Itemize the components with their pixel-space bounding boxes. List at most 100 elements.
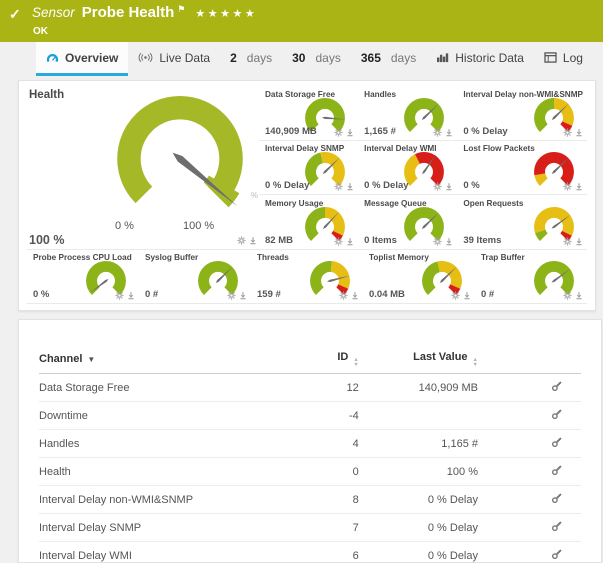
- channel-name-cell[interactable]: Data Storage Free: [39, 374, 288, 402]
- gauge-tile[interactable]: Interval Delay WMI 0 % Delay: [358, 141, 457, 195]
- sort-icons: ▲▼: [473, 358, 478, 367]
- gauge-value: 0 % Delay: [265, 180, 309, 191]
- gear-icon[interactable]: [339, 291, 348, 300]
- pin-icon[interactable]: [346, 182, 354, 191]
- pin-icon[interactable]: [445, 128, 453, 137]
- channel-id-cell: -4: [288, 402, 358, 430]
- pin-icon[interactable]: [351, 291, 359, 300]
- pin-icon[interactable]: [445, 182, 453, 191]
- gauge-tile[interactable]: Syslog Buffer 0 #: [139, 250, 251, 304]
- pin-icon[interactable]: [463, 291, 471, 300]
- pin-icon[interactable]: [346, 128, 354, 137]
- gauge-value: 0.04 MB: [369, 289, 405, 300]
- channel-name-cell[interactable]: Interval Delay SNMP: [39, 514, 288, 542]
- gear-icon[interactable]: [563, 128, 572, 137]
- channel-settings-icon[interactable]: [551, 383, 563, 395]
- column-header-channel[interactable]: Channel▼: [39, 346, 288, 374]
- gauge-value: 0 % Delay: [463, 126, 507, 137]
- gauges-panel: Health % 0 % 100 % 100 % Data Storage Fr…: [18, 80, 596, 311]
- pin-icon[interactable]: [575, 128, 583, 137]
- gear-icon[interactable]: [563, 237, 572, 246]
- channel-settings-icon[interactable]: [551, 551, 563, 563]
- channel-last-value-cell: 100 %: [359, 458, 478, 486]
- channel-id-cell: 12: [288, 374, 358, 402]
- gauge-tile[interactable]: Open Requests 39 Items: [457, 196, 587, 250]
- gauge-tile[interactable]: Handles 1,165 #: [358, 87, 457, 141]
- table-row: Interval Delay non-WMI&SNMP 8 0 % Delay: [39, 486, 581, 514]
- channel-settings-icon[interactable]: [551, 411, 563, 423]
- pin-icon[interactable]: [127, 291, 135, 300]
- gear-icon[interactable]: [433, 128, 442, 137]
- gear-icon[interactable]: [451, 291, 460, 300]
- pin-icon[interactable]: [239, 291, 247, 300]
- pin-icon[interactable]: [445, 237, 453, 246]
- pin-icon[interactable]: [575, 291, 583, 300]
- gauge-icon: [46, 52, 59, 64]
- gear-icon[interactable]: [334, 128, 343, 137]
- channel-name-cell[interactable]: Downtime: [39, 402, 288, 430]
- channels-panel: Channel▼ ID▲▼ Last Value▲▼ Data Storage …: [18, 319, 602, 563]
- gauge-value: 0 #: [481, 289, 494, 300]
- ok-check-icon: ✓: [9, 6, 21, 23]
- channel-id-cell: 8: [288, 486, 358, 514]
- priority-stars[interactable]: ★★★★★: [195, 7, 257, 20]
- tab-overview[interactable]: Overview: [36, 42, 128, 76]
- gear-icon[interactable]: [334, 237, 343, 246]
- gauge-tile[interactable]: Threads 159 #: [251, 250, 363, 304]
- channel-last-value-cell: 140,909 MB: [359, 374, 478, 402]
- channel-name-cell[interactable]: Health: [39, 458, 288, 486]
- tab-30-days-number: 30: [292, 51, 305, 65]
- pin-icon[interactable]: [346, 237, 354, 246]
- gauge-tile[interactable]: Lost Flow Packets 0 %: [457, 141, 587, 195]
- tab-log[interactable]: Log: [534, 42, 593, 76]
- health-scale-max: 100 %: [183, 220, 214, 232]
- tab-historic-data[interactable]: Historic Data: [426, 42, 534, 76]
- column-header-id[interactable]: ID▲▼: [288, 346, 358, 374]
- gear-icon[interactable]: [334, 182, 343, 191]
- gear-icon[interactable]: [433, 182, 442, 191]
- gear-icon[interactable]: [563, 291, 572, 300]
- channel-settings-icon[interactable]: [551, 523, 563, 535]
- pin-icon[interactable]: [575, 182, 583, 191]
- gauge-value: 0 %: [33, 289, 49, 300]
- pin-icon[interactable]: [249, 236, 257, 245]
- gauge-tile[interactable]: Interval Delay non-WMI&SNMP 0 % Delay: [457, 87, 587, 141]
- flag-icon[interactable]: ⚑: [177, 4, 185, 15]
- gauge-tile[interactable]: Message Queue 0 Items: [358, 196, 457, 250]
- tab-live-data[interactable]: Live Data: [128, 42, 220, 76]
- gauge-value: 0 %: [463, 180, 479, 191]
- column-header-last-value[interactable]: Last Value▲▼: [359, 346, 478, 374]
- gear-icon[interactable]: [237, 236, 246, 245]
- health-gauge-value: 100 %: [29, 233, 64, 247]
- tab-log-label: Log: [563, 51, 583, 65]
- channel-name-cell[interactable]: Handles: [39, 430, 288, 458]
- channel-settings-icon[interactable]: [551, 439, 563, 451]
- pin-icon[interactable]: [575, 237, 583, 246]
- table-header-row: Channel▼ ID▲▼ Last Value▲▼: [39, 346, 581, 374]
- gauge-value: 0 % Delay: [364, 180, 408, 191]
- gear-icon[interactable]: [563, 182, 572, 191]
- gauge-tile[interactable]: Toplist Memory 0.04 MB: [363, 250, 475, 304]
- small-gauges-grid: Data Storage Free 140,909 MB Handles 1,1…: [259, 87, 587, 250]
- channel-settings-icon[interactable]: [551, 467, 563, 479]
- channel-settings-icon[interactable]: [551, 495, 563, 507]
- gauge-tile[interactable]: Memory Usage 82 MB: [259, 196, 358, 250]
- sort-icons: ▲▼: [353, 358, 358, 367]
- gear-icon[interactable]: [433, 237, 442, 246]
- channel-name-cell[interactable]: Interval Delay non-WMI&SNMP: [39, 486, 288, 514]
- gear-icon[interactable]: [227, 291, 236, 300]
- gauge-value: 82 MB: [265, 235, 293, 246]
- gauge-tile[interactable]: Trap Buffer 0 #: [475, 250, 587, 304]
- health-gauge-tile[interactable]: Health % 0 % 100 % 100 %: [27, 87, 259, 250]
- gauge-tile[interactable]: Interval Delay SNMP 0 % Delay: [259, 141, 358, 195]
- channel-last-value-cell: 0 % Delay: [359, 486, 478, 514]
- gauge-tile[interactable]: Data Storage Free 140,909 MB: [259, 87, 358, 141]
- table-row: Downtime -4: [39, 402, 581, 430]
- gauge-tile[interactable]: Probe Process CPU Load 0 %: [27, 250, 139, 304]
- table-row: Data Storage Free 12 140,909 MB: [39, 374, 581, 402]
- gear-icon[interactable]: [115, 291, 124, 300]
